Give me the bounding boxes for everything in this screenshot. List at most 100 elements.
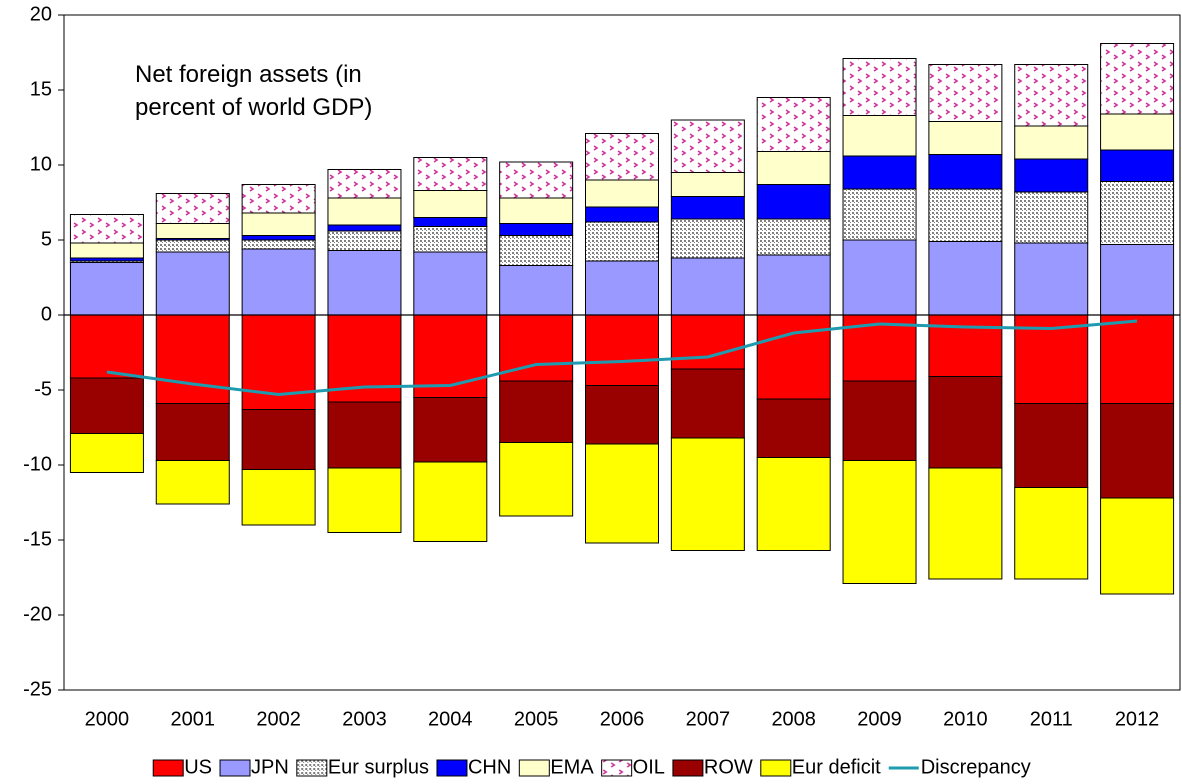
bar <box>1100 244 1175 316</box>
x-tick-label: 2010 <box>943 708 988 730</box>
bar <box>1014 158 1089 193</box>
bar <box>842 58 917 116</box>
bar <box>928 241 1003 316</box>
bar <box>928 121 1003 155</box>
bar <box>842 115 917 157</box>
legend: US JPN Eur surplus CHN EMA OIL ROW Eur deficit D… <box>152 756 1031 778</box>
bar <box>1014 487 1089 580</box>
bar <box>1100 314 1175 404</box>
bar <box>499 442 574 517</box>
bar <box>155 251 230 316</box>
bar <box>1014 242 1089 316</box>
bar <box>842 188 917 241</box>
legend-swatch <box>219 759 251 777</box>
bar <box>69 214 144 244</box>
bar <box>756 218 831 256</box>
y-tick-label: 10 <box>30 153 52 175</box>
bar <box>1100 403 1175 499</box>
x-tick-label: 2007 <box>686 708 731 730</box>
bar <box>842 380 917 461</box>
x-tick-label: 2001 <box>171 708 216 730</box>
bar <box>1100 149 1175 182</box>
legend-label: Eur deficit <box>792 756 881 778</box>
legend-swatch <box>672 759 704 777</box>
bar <box>499 161 574 199</box>
bar <box>155 223 230 239</box>
bar <box>756 151 831 185</box>
legend-label: ROW <box>704 756 753 778</box>
bar <box>670 257 745 316</box>
bar <box>1100 497 1175 595</box>
bar <box>155 193 230 224</box>
bar <box>155 314 230 404</box>
bar <box>842 460 917 584</box>
bar <box>413 461 488 542</box>
bar <box>69 433 144 473</box>
bar <box>756 97 831 152</box>
bar <box>413 251 488 316</box>
bar <box>241 212 316 236</box>
legend-swatch <box>760 759 792 777</box>
legend-label: JPN <box>251 756 289 778</box>
bar <box>69 377 144 434</box>
bar <box>1100 181 1175 245</box>
bar <box>327 230 402 251</box>
x-tick-label: 2006 <box>600 708 645 730</box>
bar <box>842 239 917 316</box>
bar <box>69 262 144 316</box>
bar <box>241 184 316 214</box>
bar <box>327 467 402 533</box>
y-tick-label: -10 <box>23 453 52 475</box>
legend-label: US <box>184 756 212 778</box>
bar <box>928 376 1003 469</box>
legend-label: CHN <box>468 756 511 778</box>
x-tick-label: 2000 <box>85 708 130 730</box>
legend-label: OIL <box>633 756 665 778</box>
bar <box>928 64 1003 122</box>
bar <box>928 188 1003 242</box>
bar <box>756 254 831 316</box>
bar <box>928 154 1003 190</box>
y-tick-label: 15 <box>30 78 52 100</box>
bar <box>670 437 745 551</box>
x-tick-label: 2005 <box>514 708 559 730</box>
x-tick-label: 2011 <box>1030 708 1073 730</box>
bar <box>499 235 574 266</box>
x-tick-label: 2008 <box>771 708 816 730</box>
bar <box>327 250 402 316</box>
line-series <box>106 319 1138 397</box>
y-tick-label: 5 <box>41 228 52 250</box>
bar <box>756 457 831 551</box>
bar <box>1014 403 1089 488</box>
bar <box>155 460 230 505</box>
bar <box>1014 191 1089 244</box>
legend-label: Eur surplus <box>328 756 429 778</box>
bar <box>1100 43 1175 115</box>
legend-swatch <box>436 759 468 777</box>
y-tick-label: -5 <box>34 378 52 400</box>
legend-swatch <box>296 759 328 777</box>
bar <box>327 224 402 232</box>
bar <box>928 314 1003 377</box>
bar <box>670 218 745 259</box>
bar <box>327 169 402 199</box>
bar <box>327 401 402 469</box>
x-tick-label: 2012 <box>1115 708 1160 730</box>
bar <box>1014 125 1089 160</box>
bar <box>928 467 1003 580</box>
bar <box>241 239 316 250</box>
annotation: Net foreign assets (in percent of world … <box>135 61 373 121</box>
y-tick-label: -25 <box>23 678 52 700</box>
legend-label: Discrepancy <box>921 756 1031 778</box>
bar <box>413 217 488 227</box>
bar <box>241 235 316 241</box>
x-tick-label: 2002 <box>256 708 301 730</box>
bar <box>241 469 316 526</box>
y-tick-label: -15 <box>23 528 52 550</box>
bar <box>69 242 144 259</box>
bar <box>756 398 831 458</box>
bar <box>842 155 917 190</box>
plot-frame <box>63 14 1181 691</box>
bar <box>241 248 316 316</box>
